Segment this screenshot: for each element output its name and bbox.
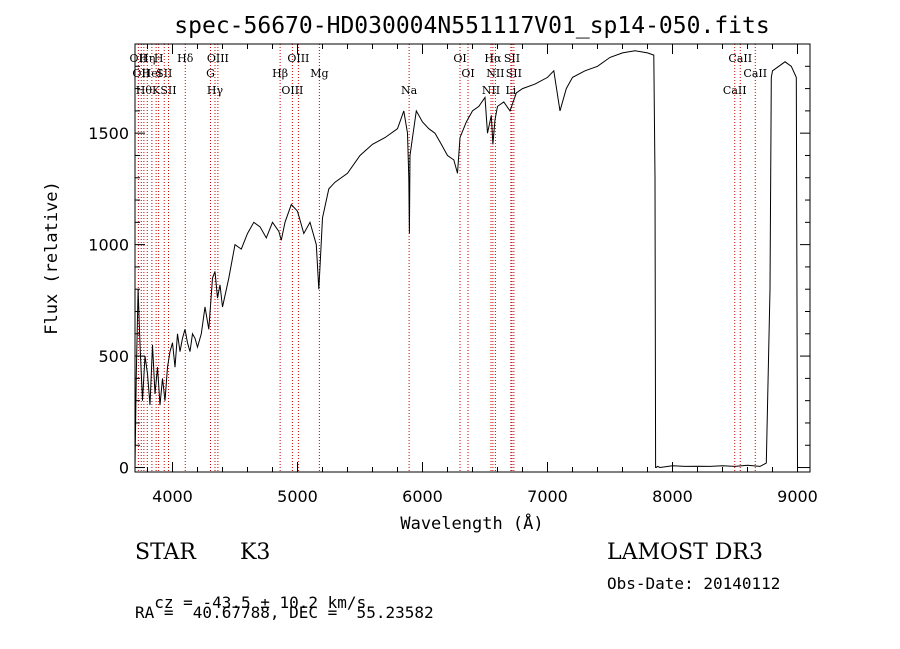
line-marker-label-19: OI	[461, 67, 474, 80]
y-axis-ticks: 0 500 1000 1500	[88, 65, 810, 478]
chart-title: spec-56670-HD030004N551117V01_sp14-050.f…	[174, 13, 769, 39]
redshift-readout: cz = -43.5 ± 10.2 km/s	[135, 574, 366, 612]
line-marker-label-24: SII	[504, 52, 520, 65]
line-marker-label-8: SII	[160, 84, 176, 97]
cz-label: cz =	[154, 593, 193, 612]
line-marker-label-4: HeI	[142, 67, 162, 80]
line-marker-label-10: G	[206, 67, 215, 80]
x-axis-ticks: 4000 5000 6000 7000 8000 9000	[147, 44, 818, 506]
cz-value: -43.5 ± 10.2 km/s	[202, 593, 367, 612]
object-class: STAR	[135, 540, 196, 565]
x-tick-label: 4000	[152, 487, 193, 506]
y-tick-label: 1500	[88, 124, 129, 143]
spectrum-series-line	[134, 50, 800, 469]
line-marker-label-3: Hη	[139, 52, 155, 65]
line-marker-label-12: OIII	[207, 52, 229, 65]
line-marker-label-17: Na	[401, 84, 418, 97]
line-marker-label-25: SII	[506, 67, 522, 80]
y-tick-label: 1000	[88, 236, 129, 255]
line-marker-label-13: Hβ	[272, 67, 288, 80]
y-tick-label: 500	[98, 347, 129, 366]
y-axis-label: Flux (relative)	[42, 181, 62, 335]
line-marker-label-15: OIII	[287, 52, 309, 65]
line-marker-label-2: Hθ	[136, 84, 153, 97]
line-marker-label-1: OII	[132, 67, 150, 80]
line-marker-label-26: CaII	[723, 84, 747, 97]
x-tick-label: 5000	[277, 487, 318, 506]
line-marker-label-7: SII	[156, 67, 172, 80]
line-marker-label-9: Hδ	[177, 52, 194, 65]
line-marker-label-18: OI	[453, 52, 466, 65]
line-marker-label-23: Li	[505, 84, 516, 97]
line-marker-label-11: Hγ	[207, 84, 224, 97]
emission-line-markers	[137, 44, 756, 472]
obs-date: Obs-Date: 20140112	[607, 574, 781, 593]
object-subclass: K3	[240, 540, 271, 565]
line-marker-label-16: Mg	[310, 67, 328, 80]
line-marker-label-0: OII	[130, 52, 148, 65]
emission-line-labels: OII OII Hθ Hη HeI K H SII SII Hδ G Hγ OIII Hβ OIII OIII…	[130, 52, 768, 97]
x-tick-label: 9000	[777, 487, 818, 506]
line-marker-label-14: OIII	[281, 84, 303, 97]
plot-frame	[134, 43, 811, 473]
line-marker-label-22: NII	[486, 67, 504, 80]
x-tick-label: 7000	[527, 487, 568, 506]
line-marker-label-6: H	[154, 52, 164, 65]
coordinates-readout: RA = 40.67788, DEC = 55.23582	[135, 603, 434, 622]
x-axis-label: Wavelength (Å)	[400, 512, 543, 534]
y-tick-label: 0	[119, 459, 129, 478]
survey-name: LAMOST DR3	[607, 540, 763, 565]
line-marker-label-28: CaII	[743, 67, 767, 80]
line-marker-label-5: K	[152, 84, 161, 97]
line-marker-label-20: NII	[482, 84, 500, 97]
x-tick-label: 8000	[652, 487, 693, 506]
x-tick-label: 6000	[402, 487, 443, 506]
line-marker-label-27: CaII	[728, 52, 752, 65]
line-marker-label-21: Hα	[484, 52, 502, 65]
